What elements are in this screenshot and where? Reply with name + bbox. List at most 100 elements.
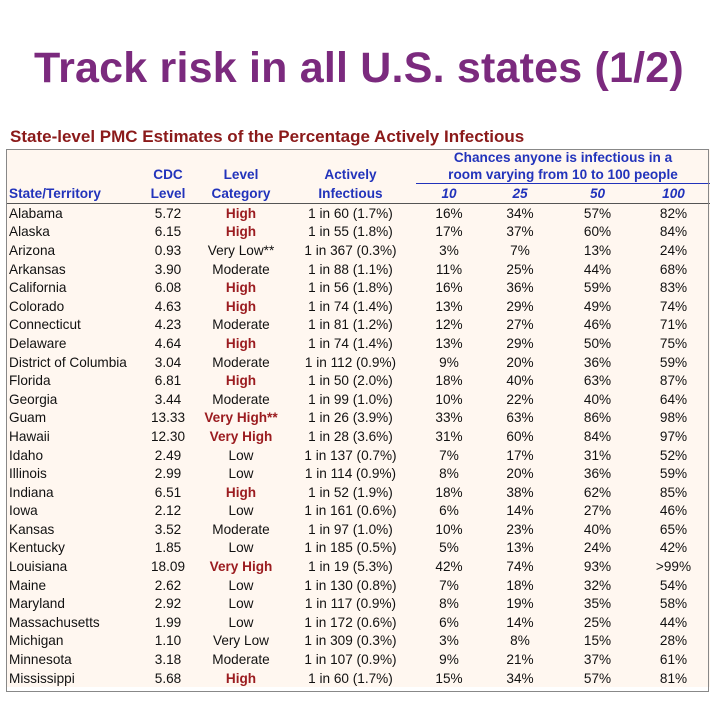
header-chances-line2: room varying from 10 to 100 people bbox=[416, 166, 711, 184]
cell-chance-10: 12% bbox=[435, 317, 463, 333]
cell-chance-25: 40% bbox=[506, 373, 534, 389]
cell-chance-25: 20% bbox=[506, 354, 534, 370]
cell-chance-100: 58% bbox=[659, 596, 688, 612]
cell-chance-50: 62% bbox=[583, 484, 612, 500]
cell-cdc-level: 4.23 bbox=[154, 317, 182, 333]
table-caption: State-level PMC Estimates of the Percent… bbox=[10, 127, 525, 146]
cell-chance-50: 49% bbox=[583, 298, 612, 314]
cell-state: Kansas bbox=[9, 521, 55, 537]
cell-chance-100: >99% bbox=[655, 559, 692, 575]
cell-level-category: High bbox=[225, 298, 257, 314]
cell-chance-100: 84% bbox=[659, 224, 688, 240]
cell-chance-25: 38% bbox=[506, 484, 534, 500]
header-room-10: 10 bbox=[416, 183, 482, 204]
cell-state: California bbox=[9, 280, 67, 296]
header-active-line2: Infectious bbox=[285, 183, 416, 204]
cell-state: Delaware bbox=[9, 335, 67, 351]
cell-chance-50: 37% bbox=[583, 652, 612, 668]
cell-chance-10: 8% bbox=[439, 596, 459, 612]
cell-chance-10: 5% bbox=[439, 540, 459, 556]
cell-level-category: Low bbox=[228, 503, 254, 519]
cell-chance-10: 7% bbox=[439, 577, 459, 593]
cell-state: Iowa bbox=[9, 503, 38, 519]
cell-chance-10: 31% bbox=[435, 428, 463, 444]
cell-cdc-level: 12.30 bbox=[150, 428, 186, 444]
cell-chance-25: 34% bbox=[506, 670, 534, 686]
table-row: Michigan 1.10 Very Low 1 in 309 (0.3%) 3% 8% 1… bbox=[6, 632, 710, 651]
table-row: Arkansas 3.90 Moderate 1 in 88 (1.1%) 11% 25%… bbox=[6, 260, 710, 279]
header-room-100: 100 bbox=[637, 183, 711, 204]
cell-actively-infectious: 1 in 28 (3.6%) bbox=[308, 428, 393, 444]
header-active-line1: Actively bbox=[324, 167, 377, 183]
cell-chance-10: 11% bbox=[435, 261, 463, 277]
header-spacer bbox=[197, 149, 285, 166]
cell-cdc-level: 1.10 bbox=[154, 633, 182, 649]
cell-cdc-level: 13.33 bbox=[150, 410, 186, 426]
cell-state: Louisiana bbox=[9, 559, 68, 575]
state-risk-table: Chances anyone is infectious in a CDC Le… bbox=[6, 149, 711, 688]
cell-chance-10: 16% bbox=[435, 280, 463, 296]
cell-level-category: Very High bbox=[209, 428, 273, 444]
cell-chance-100: 28% bbox=[659, 633, 688, 649]
table-row: Louisiana 18.09 Very High 1 in 19 (5.3%) 42%… bbox=[6, 557, 710, 576]
cell-chance-25: 34% bbox=[506, 205, 534, 221]
table-row: Connecticut 4.23 Moderate 1 in 81 (1.2%) 12%… bbox=[6, 316, 710, 335]
cell-chance-100: 52% bbox=[659, 447, 688, 463]
cell-chance-50: 57% bbox=[583, 670, 612, 686]
cell-cdc-level: 2.49 bbox=[154, 447, 182, 463]
cell-chance-100: 98% bbox=[659, 410, 688, 426]
cell-state: Alabama bbox=[9, 205, 63, 221]
cell-cdc-level: 6.15 bbox=[154, 224, 182, 240]
cell-level-category: Low bbox=[228, 577, 254, 593]
table-row: Arizona 0.93 Very Low** 1 in 367 (0.3%) 3% 7%… bbox=[6, 241, 710, 260]
header-level-line1: Level bbox=[223, 167, 259, 183]
table-body: Alabama 5.72 High 1 in 60 (1.7%) 16% 34% 57% 82… bbox=[6, 204, 710, 688]
cell-level-category: Moderate bbox=[212, 261, 270, 277]
cell-level-category: Low bbox=[228, 540, 254, 556]
cell-chance-25: 25% bbox=[506, 261, 534, 277]
cell-actively-infectious: 1 in 60 (1.7%) bbox=[308, 670, 393, 686]
cell-chance-50: 36% bbox=[583, 466, 612, 482]
cell-chance-50: 31% bbox=[583, 447, 612, 463]
cell-chance-50: 46% bbox=[583, 317, 612, 333]
cell-chance-25: 22% bbox=[506, 391, 534, 407]
cell-actively-infectious: 1 in 97 (1.0%) bbox=[308, 521, 393, 537]
cell-chance-25: 21% bbox=[506, 652, 534, 668]
cell-cdc-level: 4.63 bbox=[154, 298, 182, 314]
cell-chance-100: 61% bbox=[659, 652, 688, 668]
cell-chance-25: 8% bbox=[510, 633, 530, 649]
cell-chance-50: 86% bbox=[583, 410, 612, 426]
cell-chance-100: 75% bbox=[659, 335, 688, 351]
cell-state: Minnesota bbox=[9, 652, 72, 668]
cell-chance-10: 3% bbox=[439, 633, 459, 649]
cell-chance-50: 35% bbox=[583, 596, 612, 612]
cell-actively-infectious: 1 in 55 (1.8%) bbox=[308, 224, 393, 240]
header-spacer bbox=[285, 149, 416, 166]
cell-state: Mississippi bbox=[9, 670, 75, 686]
cell-cdc-level: 3.90 bbox=[154, 261, 182, 277]
header-cdc-line1: CDC bbox=[153, 167, 183, 183]
cell-chance-50: 60% bbox=[583, 224, 612, 240]
cell-chance-50: 13% bbox=[583, 242, 612, 258]
cell-cdc-level: 4.64 bbox=[154, 335, 182, 351]
table-row: Minnesota 3.18 Moderate 1 in 107 (0.9%) 9% 21… bbox=[6, 650, 710, 669]
cell-chance-10: 15% bbox=[435, 670, 463, 686]
cell-actively-infectious: 1 in 19 (5.3%) bbox=[308, 559, 393, 575]
cell-level-category: Moderate bbox=[212, 521, 270, 537]
cell-chance-10: 13% bbox=[435, 335, 463, 351]
cell-level-category: Very High bbox=[209, 559, 273, 575]
cell-chance-50: 27% bbox=[583, 503, 612, 519]
cell-chance-25: 18% bbox=[506, 577, 534, 593]
cell-level-category: High bbox=[225, 484, 257, 500]
cell-chance-100: 71% bbox=[659, 317, 688, 333]
table-row: Georgia 3.44 Moderate 1 in 99 (1.0%) 10% 22% 4… bbox=[6, 390, 710, 409]
table-row: Colorado 4.63 High 1 in 74 (1.4%) 13% 29% 49% 7… bbox=[6, 297, 710, 316]
cell-chance-25: 19% bbox=[506, 596, 534, 612]
header-level-line2: Category bbox=[197, 183, 285, 204]
cell-chance-10: 9% bbox=[439, 354, 459, 370]
table-row: Iowa 2.12 Low 1 in 161 (0.6%) 6% 14% 27% 46% bbox=[6, 502, 710, 521]
cell-actively-infectious: 1 in 81 (1.2%) bbox=[308, 317, 393, 333]
cell-state: Colorado bbox=[9, 298, 65, 314]
cell-cdc-level: 0.93 bbox=[154, 242, 182, 258]
cell-chance-100: 65% bbox=[659, 521, 688, 537]
